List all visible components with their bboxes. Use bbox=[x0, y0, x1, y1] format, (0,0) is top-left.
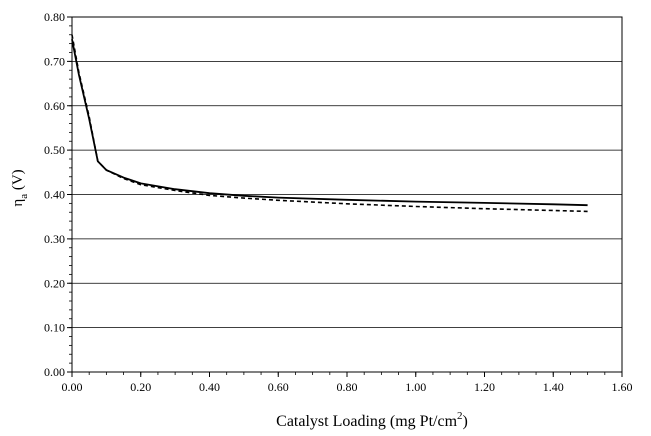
series-line-dashed bbox=[71, 34, 588, 213]
x-tick-label: 0.60 bbox=[268, 380, 289, 394]
gridlines bbox=[72, 16, 622, 329]
axes bbox=[67, 16, 623, 377]
y-axis-title: ηa (V) bbox=[10, 169, 30, 206]
y-tick-label: 0.30 bbox=[44, 232, 65, 246]
x-tick-label: 1.60 bbox=[612, 380, 633, 394]
x-axis-title-suffix: ) bbox=[463, 413, 468, 430]
y-axis-title-suffix: (V) bbox=[10, 169, 26, 194]
y-tick-label: 0.80 bbox=[44, 10, 65, 24]
x-tick-label: 0.00 bbox=[62, 380, 83, 394]
y-tick-label: 0.40 bbox=[44, 188, 65, 202]
x-axis-title-superscript: 2 bbox=[457, 410, 463, 422]
x-tick-label: 1.20 bbox=[474, 380, 495, 394]
data-series bbox=[71, 34, 588, 213]
x-tick-labels: 0.00 0.20 0.40 0.60 0.80 1.00 1.20 1.40 1.60 bbox=[62, 380, 633, 394]
x-tick-label: 1.40 bbox=[543, 380, 564, 394]
x-tick-label: 0.40 bbox=[199, 380, 220, 394]
y-tick-label: 0.60 bbox=[44, 99, 65, 113]
x-tick-label: 0.80 bbox=[337, 380, 358, 394]
y-tick-label: 0.20 bbox=[44, 276, 65, 290]
x-tick-label: 1.00 bbox=[405, 380, 426, 394]
y-tick-label: 0.10 bbox=[44, 321, 65, 335]
y-tick-label: 0.50 bbox=[44, 143, 65, 157]
x-axis-title-prefix: Catalyst Loading (mg Pt/cm bbox=[276, 413, 457, 430]
x-axis-title: Catalyst Loading (mg Pt/cm2) bbox=[276, 410, 468, 430]
y-tick-label: 0.70 bbox=[44, 54, 65, 68]
y-tick-labels: 0.00 0.10 0.20 0.30 0.40 0.50 0.60 0.70 0.80 bbox=[44, 10, 65, 379]
y-tick-label: 0.00 bbox=[44, 365, 65, 379]
y-axis-title-subscript: a bbox=[18, 194, 30, 199]
x-tick-label: 0.20 bbox=[130, 380, 151, 394]
y-axis-title-symbol: η bbox=[10, 199, 26, 207]
series-line-solid bbox=[71, 39, 588, 207]
